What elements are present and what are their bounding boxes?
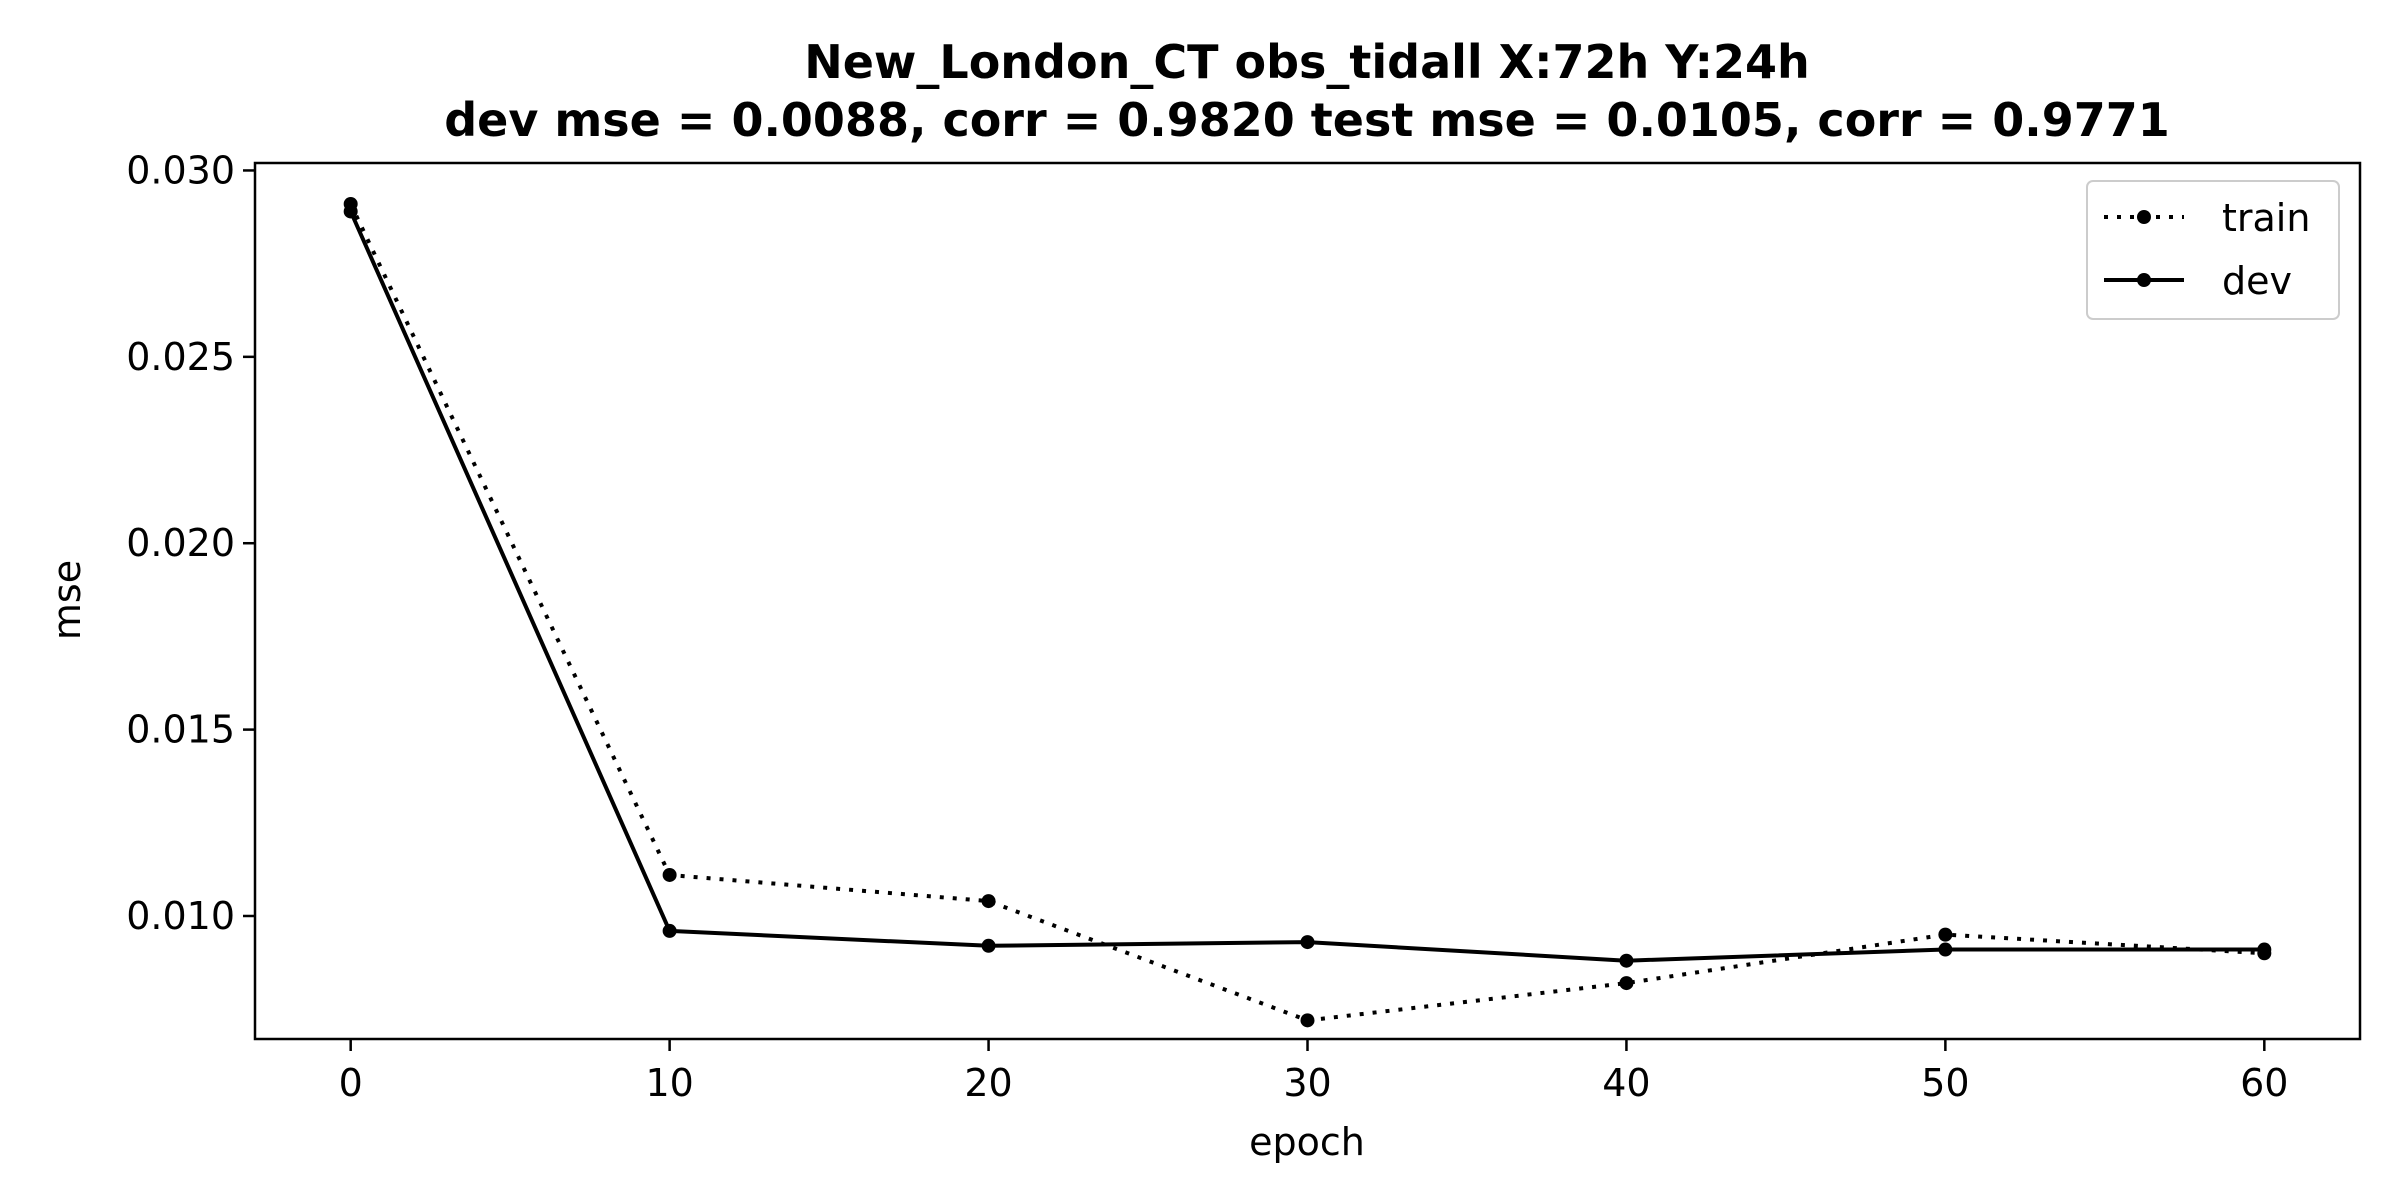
- data-point-dev: [2257, 942, 2272, 957]
- data-point-train: [1938, 927, 1953, 942]
- data-point-train: [1300, 1013, 1315, 1028]
- y-tick-label: 0.020: [126, 521, 235, 565]
- x-tick-label: 30: [1283, 1061, 1331, 1105]
- y-tick-label: 0.015: [126, 708, 235, 752]
- data-point-train: [981, 894, 996, 909]
- x-tick-label: 50: [1921, 1061, 1969, 1105]
- plot-frame: [253, 161, 2362, 1041]
- y-tick-label: 0.030: [126, 148, 235, 192]
- data-point-train: [662, 867, 677, 882]
- x-tick-label: 20: [964, 1061, 1012, 1105]
- data-point-dev: [1300, 935, 1315, 950]
- legend: train dev: [2086, 180, 2340, 320]
- legend-train-label: train: [2222, 196, 2310, 240]
- axis-ticks: 0 10 20 30 40 50 60 0.010 0.015 0.020 0.025 0.030: [126, 148, 2288, 1105]
- chart-title-line1: New_London_CT obs_tidall X:72h Y:24h: [804, 35, 1810, 89]
- x-tick-label: 0: [339, 1061, 363, 1105]
- data-point-dev: [662, 923, 677, 938]
- y-tick-label: 0.025: [126, 335, 235, 379]
- x-axis-label: epoch: [1249, 1120, 1365, 1164]
- data-point-dev: [981, 938, 996, 953]
- legend-dev-marker: [2137, 273, 2151, 287]
- y-axis-label: mse: [45, 560, 89, 640]
- legend-dev-label: dev: [2222, 259, 2292, 303]
- plot-area: [343, 197, 2272, 1028]
- x-tick-label: 10: [645, 1061, 693, 1105]
- data-point-train: [1619, 976, 1634, 991]
- data-point-dev: [343, 204, 358, 219]
- x-tick-label: 40: [1602, 1061, 1650, 1105]
- data-point-dev: [1619, 953, 1634, 968]
- data-point-dev: [1938, 942, 1953, 957]
- legend-train-marker: [2137, 210, 2151, 224]
- x-tick-label: 60: [2240, 1061, 2288, 1105]
- y-tick-label: 0.010: [126, 894, 235, 938]
- chart-title-line2: dev mse = 0.0088, corr = 0.9820 test mse…: [444, 93, 2170, 147]
